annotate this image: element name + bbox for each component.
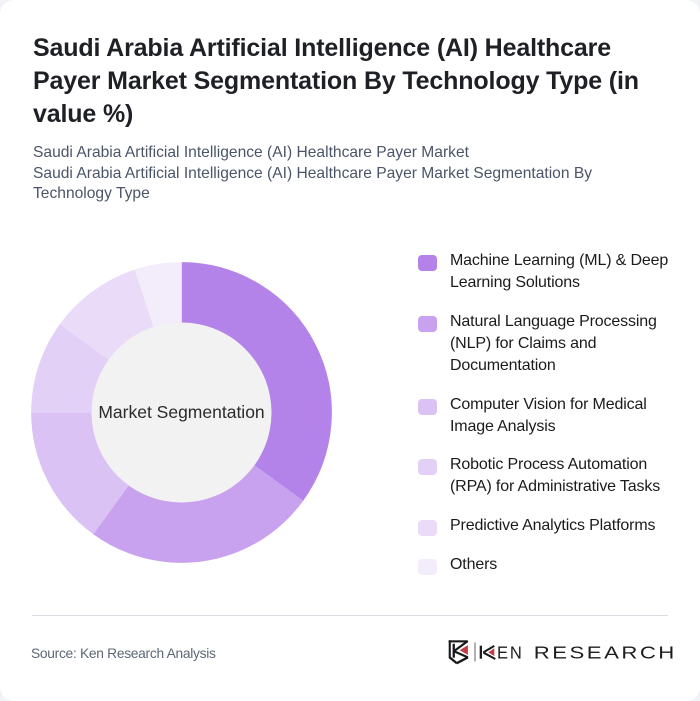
svg-text:RESEARCH: RESEARCH — [534, 643, 676, 663]
svg-text:EN: EN — [497, 643, 524, 663]
